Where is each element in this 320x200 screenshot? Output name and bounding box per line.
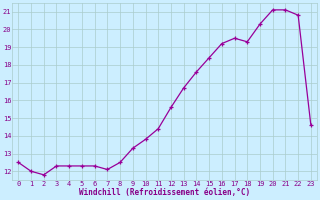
X-axis label: Windchill (Refroidissement éolien,°C): Windchill (Refroidissement éolien,°C) xyxy=(79,188,250,197)
